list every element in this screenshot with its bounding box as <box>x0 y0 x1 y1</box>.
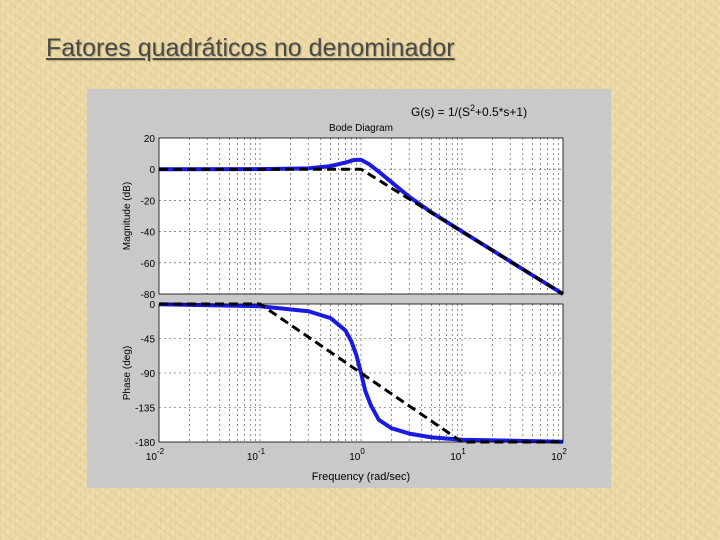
x-tick-label: 102 <box>551 447 567 463</box>
magnitude-panel: 20 0 -20 -40 -60 -80 Magnitude (dB) <box>122 134 565 301</box>
magnitude-axes-frame <box>158 137 564 295</box>
bode-panels: 20 0 -20 -40 -60 -80 Magnitude (dB) 0 -45 -90 -135… <box>122 134 567 463</box>
phase-y-tick-label: -180 <box>135 438 155 449</box>
x-axis-label: Frequency (rad/sec) <box>312 471 410 483</box>
magnitude-y-axis-label: Magnitude (dB) <box>122 182 133 250</box>
slide-title: Fatores quadráticos no denominador <box>46 34 455 62</box>
phase-panel: 0 -45 -90 -135 -180 Phase (deg) <box>122 300 564 449</box>
phase-y-tick-label: -135 <box>135 404 155 415</box>
transfer-function-annotation: G(s) = 1/(S2+0.5*s+1) <box>411 103 527 119</box>
magnitude-y-tick-label: -20 <box>141 196 156 207</box>
magnitude-y-tick-label: 20 <box>144 134 156 145</box>
x-tick-label: 10-2 <box>146 447 165 463</box>
magnitude-y-tick-label: 0 <box>149 165 155 176</box>
phase-y-axis-label: Phase (deg) <box>122 346 133 400</box>
magnitude-y-tick-label: -80 <box>141 290 156 301</box>
x-tick-label: 100 <box>349 447 365 463</box>
x-tick-label: 101 <box>450 447 466 463</box>
magnitude-y-tick-label: -60 <box>141 259 156 270</box>
phase-y-tick-label: 0 <box>149 300 155 311</box>
magnitude-asymptote-curve <box>159 167 564 296</box>
magnitude-y-tick-label: -40 <box>141 228 156 239</box>
bode-figure: G(s) = 1/(S2+0.5*s+1) Bode Diagram 20 0 -2… <box>87 89 611 488</box>
x-tick-label: 10-1 <box>247 447 266 463</box>
phase-exact-curve <box>158 302 564 444</box>
phase-axes-frame <box>158 303 564 443</box>
phase-y-tick-label: -90 <box>141 369 156 380</box>
chart-title: Bode Diagram <box>329 123 393 134</box>
bode-plot: G(s) = 1/(S2+0.5*s+1) Bode Diagram 20 0 -2… <box>122 103 567 483</box>
phase-y-tick-label: -45 <box>141 335 156 346</box>
